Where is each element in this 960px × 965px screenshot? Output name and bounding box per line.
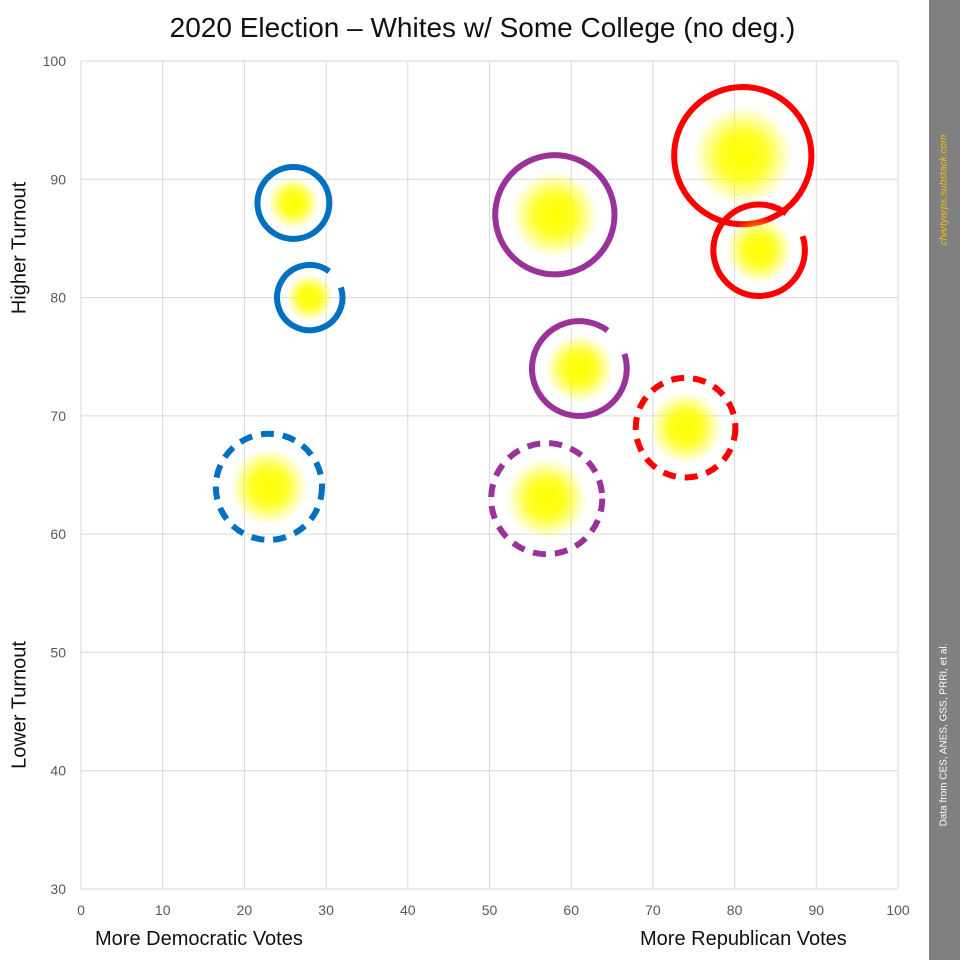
y-tick-label: 40 bbox=[50, 763, 66, 779]
bubble-9 bbox=[632, 374, 739, 481]
sidebar bbox=[929, 0, 960, 960]
y-axis-label-bottom: Lower Turnout bbox=[8, 641, 31, 769]
x-tick-label: 0 bbox=[77, 902, 85, 918]
y-tick-label: 70 bbox=[50, 408, 66, 424]
credit-text: chartyarps.substack.com bbox=[938, 134, 950, 246]
x-tick-label: 10 bbox=[155, 902, 171, 918]
bubble-7 bbox=[671, 84, 815, 228]
bubble-fill bbox=[506, 458, 587, 539]
y-tick-label: 30 bbox=[50, 881, 66, 897]
y-tick-label: 80 bbox=[50, 290, 66, 306]
x-tick-label: 60 bbox=[563, 902, 579, 918]
bubble-6 bbox=[488, 440, 606, 558]
bubble-fill bbox=[286, 274, 334, 322]
axes: 0 10 20 30 40 50 60 70 80 90 100 30 40 50 60 70 80 90 100 bbox=[43, 53, 910, 918]
y-tick-label: 60 bbox=[50, 526, 66, 542]
bubble-ring bbox=[254, 163, 333, 242]
y-axis-label-top: Higher Turnout bbox=[8, 181, 31, 315]
source-note: Data from CES, ANES, GSS, PRRI, et al. bbox=[938, 643, 950, 827]
bubble-ring bbox=[212, 430, 326, 543]
bubble-1 bbox=[254, 163, 333, 242]
bubble-5 bbox=[528, 318, 630, 419]
bubble-fill bbox=[693, 106, 793, 206]
x-tick-label: 30 bbox=[318, 902, 334, 918]
bubble-4 bbox=[492, 152, 618, 278]
bubble-ring bbox=[488, 440, 606, 558]
x-tick-label: 90 bbox=[809, 902, 825, 918]
x-axis-label-right: More Republican Votes bbox=[640, 928, 847, 950]
x-axis-label-left: More Democratic Votes bbox=[95, 928, 303, 950]
bubble-8 bbox=[710, 201, 808, 300]
bubbles bbox=[212, 84, 815, 558]
bubble-fill bbox=[726, 217, 793, 284]
gridlines bbox=[80, 60, 899, 890]
bubble-fill bbox=[545, 334, 614, 403]
x-tick-label: 40 bbox=[400, 902, 416, 918]
bubble-fill bbox=[267, 177, 320, 229]
bubble-3 bbox=[212, 430, 326, 543]
y-tick-label: 50 bbox=[50, 644, 66, 660]
bubble-ring bbox=[632, 374, 739, 481]
bubble-ring bbox=[710, 201, 808, 300]
bubble-2 bbox=[274, 261, 346, 334]
x-tick-label: 50 bbox=[482, 902, 498, 918]
y-tick-label: 90 bbox=[50, 171, 66, 187]
bubble-ring bbox=[492, 152, 618, 278]
bubble-ring bbox=[274, 261, 346, 334]
bubble-fill bbox=[649, 391, 722, 464]
chart-title: 2020 Election – Whites w/ Some College (… bbox=[169, 12, 796, 43]
bubble-ring bbox=[528, 318, 630, 419]
x-tick-label: 100 bbox=[886, 902, 910, 918]
x-tick-label: 70 bbox=[645, 902, 661, 918]
bubble-fill bbox=[230, 448, 308, 526]
y-tick-label: 100 bbox=[43, 53, 67, 69]
bubble-fill bbox=[511, 171, 598, 258]
x-tick-label: 80 bbox=[727, 902, 743, 918]
x-tick-label: 20 bbox=[237, 902, 253, 918]
